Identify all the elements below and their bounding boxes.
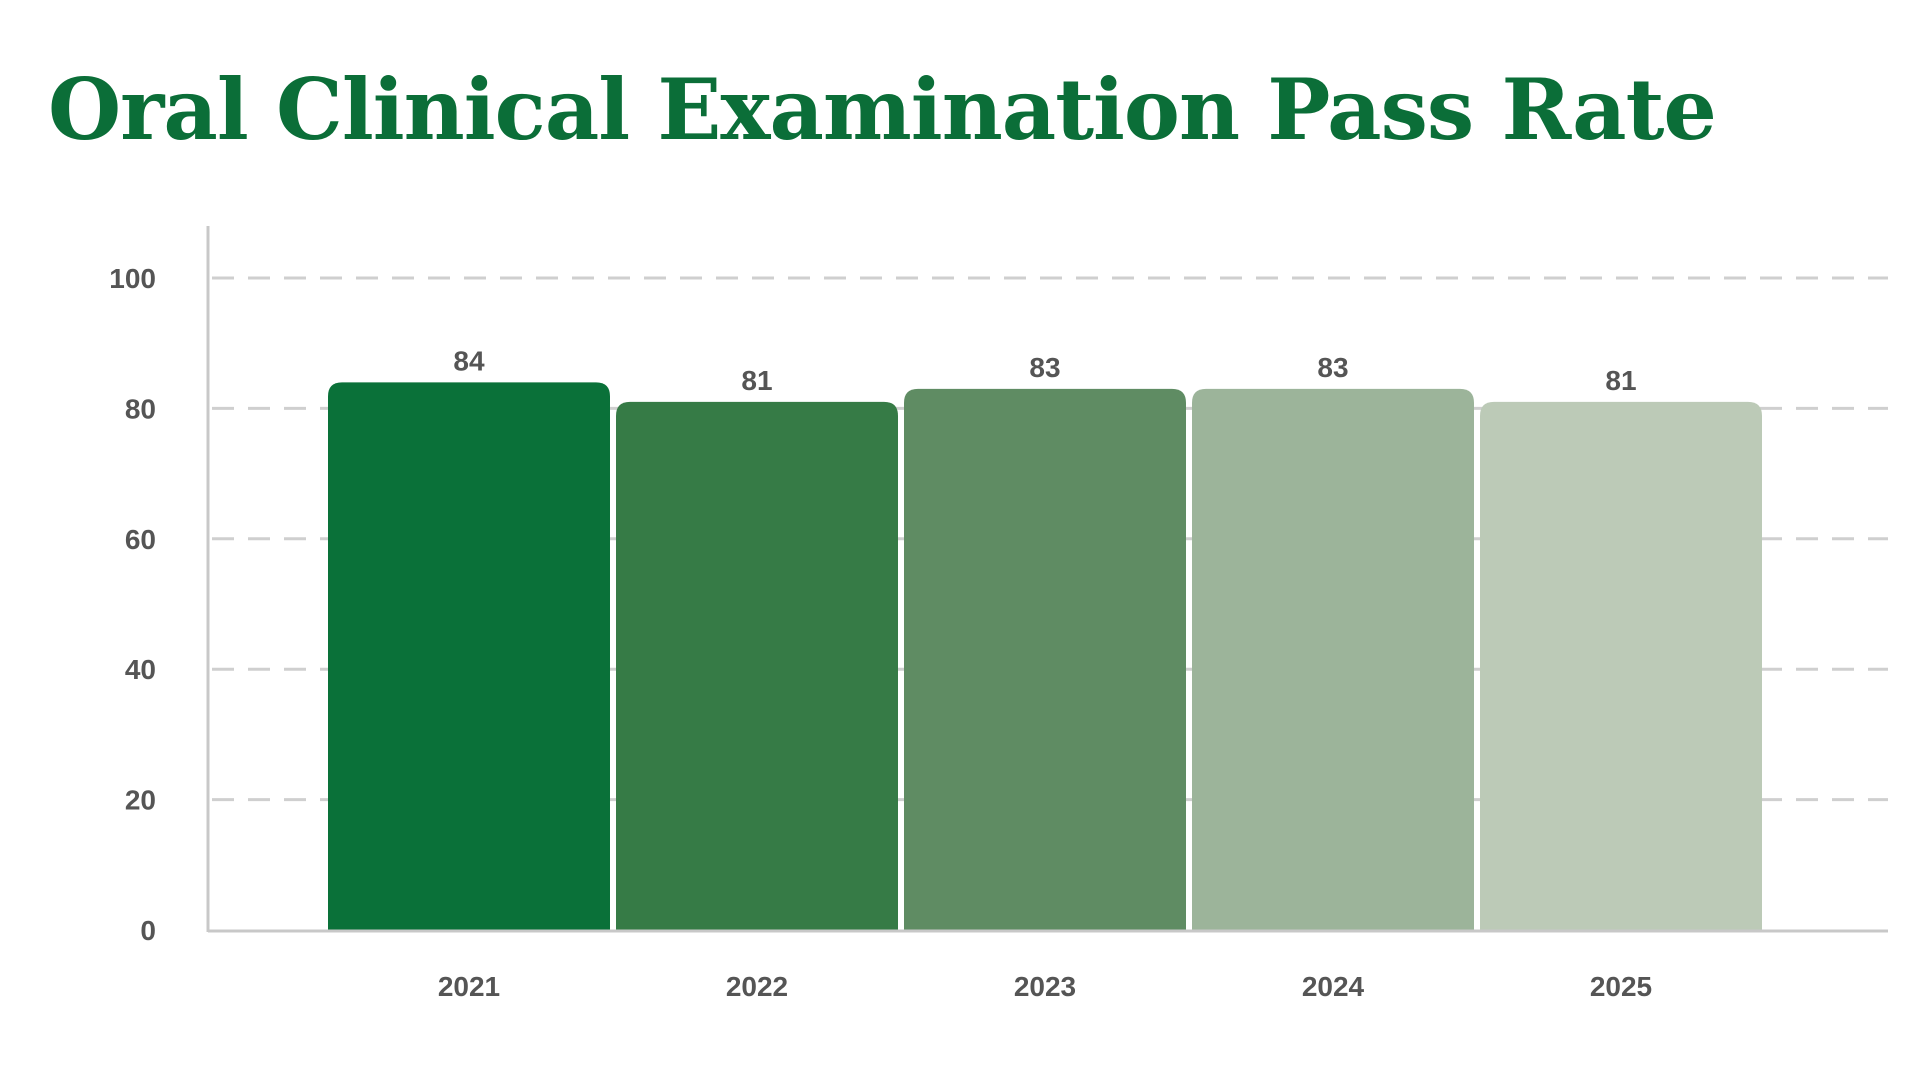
axes	[206, 226, 1888, 933]
x-tick-label: 2024	[1302, 971, 1365, 1002]
y-tick-label: 20	[125, 785, 156, 816]
y-tick-label: 60	[125, 524, 156, 555]
y-tick-label: 100	[109, 263, 156, 294]
x-tick-label: 2025	[1590, 971, 1652, 1002]
y-tick-label: 40	[125, 654, 156, 685]
bar-2021	[328, 382, 610, 930]
y-tick-label: 80	[125, 393, 156, 424]
x-tick-label: 2023	[1014, 971, 1076, 1002]
data-label: 83	[1029, 352, 1060, 383]
x-tick-label: 2021	[438, 971, 500, 1002]
bar-2025	[1480, 401, 1762, 930]
y-tick-label: 0	[140, 915, 156, 946]
data-label: 84	[453, 345, 485, 376]
bar-2024	[1192, 388, 1474, 931]
data-label: 83	[1317, 352, 1348, 383]
data-label: 81	[1605, 365, 1636, 396]
data-label: 81	[741, 365, 772, 396]
labels: 0 20 40 60 80 100 84 2021 81 2022 83 2023 83 2024 81 20…	[109, 263, 1652, 1002]
bar-2023	[904, 388, 1186, 931]
chart-title: Oral Clinical Examination Pass Rate	[48, 60, 1717, 159]
bar-2022	[616, 401, 898, 930]
bars	[328, 382, 1762, 931]
x-tick-label: 2022	[726, 971, 788, 1002]
